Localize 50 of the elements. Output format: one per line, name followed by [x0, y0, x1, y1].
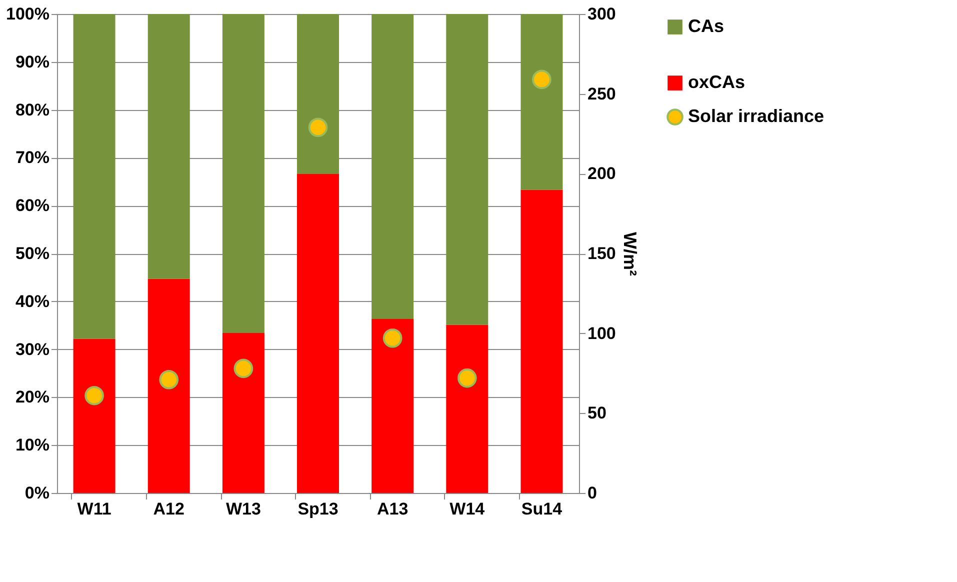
y2-tick-label: 0 [588, 484, 597, 502]
y2-tick-label: 300 [588, 4, 616, 24]
legend-label: Solar irradiance [688, 106, 824, 126]
y2-tick-label: 250 [588, 84, 616, 104]
bar [73, 338, 116, 493]
y2-tick-label: 150 [588, 244, 616, 263]
bar [148, 278, 190, 493]
y-tick-label: 20% [15, 388, 50, 407]
bar [446, 14, 488, 325]
y-tick-label: 70% [15, 148, 50, 168]
y-tick-label: 50% [15, 244, 50, 263]
bar [297, 14, 339, 174]
legend-label: oxCAs [688, 72, 746, 92]
bar [297, 174, 339, 493]
bar [222, 333, 264, 493]
x-tick-label: A13 [376, 500, 408, 518]
point [382, 328, 402, 348]
y-tick-label: 30% [15, 340, 50, 359]
bar [73, 14, 116, 339]
bar [520, 14, 563, 190]
point [234, 358, 254, 378]
y-tick-label: 0% [24, 484, 50, 502]
bar [372, 318, 414, 493]
legend-label: CAs [688, 16, 724, 36]
y2-tick-label: 50 [588, 404, 606, 423]
y-tick-label: 60% [15, 196, 50, 216]
y2-tick-label: 100 [588, 324, 616, 343]
y-tick-label: 100% [6, 4, 50, 24]
bar [446, 324, 488, 493]
y-tick-label: 80% [15, 100, 50, 120]
x-tick-label: A12 [153, 500, 184, 518]
bar [372, 14, 414, 319]
y2-tick-label: 200 [588, 164, 616, 184]
y-tick-label: 40% [15, 292, 50, 311]
point [532, 70, 552, 90]
bar [222, 14, 264, 334]
x-tick-label: W13 [226, 500, 261, 518]
x-tick-label: Sp13 [298, 500, 338, 518]
point [159, 370, 179, 390]
y-tick-label: 10% [15, 436, 50, 455]
x-tick-label: W14 [450, 500, 486, 518]
point [84, 386, 104, 406]
point [457, 368, 477, 388]
x-tick-label: W11 [77, 500, 112, 518]
y2-axis-title: W/m² [620, 232, 640, 276]
point [308, 118, 328, 138]
y-tick-label: 90% [15, 52, 50, 72]
bar [148, 14, 190, 279]
bar [520, 190, 563, 493]
x-tick-label: Su14 [521, 500, 563, 518]
